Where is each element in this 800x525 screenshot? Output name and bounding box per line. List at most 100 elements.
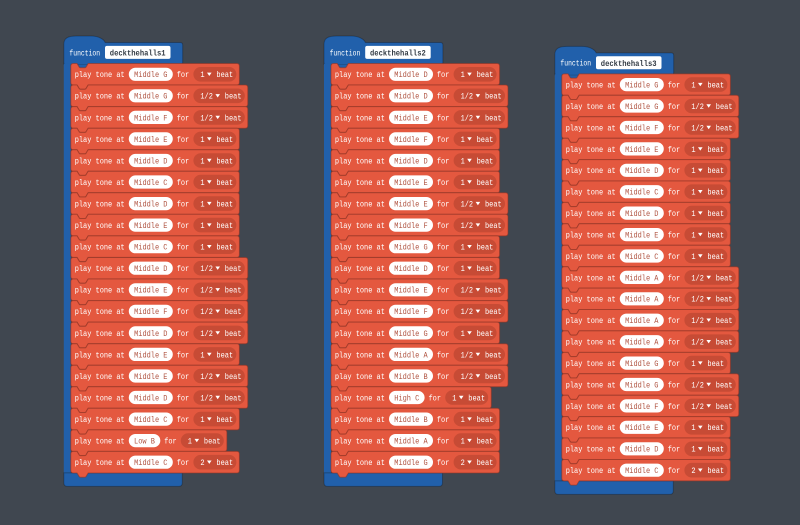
svg-text:Middle B: Middle B [394,372,427,382]
svg-text:1: 1 [461,437,465,447]
svg-text:Middle D: Middle D [625,445,658,455]
svg-text:Middle E: Middle E [134,372,167,382]
svg-text:for: for [177,264,190,274]
svg-text:Middle D: Middle D [394,92,427,102]
svg-text:Middle F: Middle F [625,123,658,133]
svg-text:play tone at: play tone at [566,166,616,176]
svg-text:for: for [668,423,681,433]
svg-text:for: for [437,264,450,274]
svg-text:play tone at: play tone at [335,178,385,188]
svg-text:beat: beat [485,307,502,317]
svg-text:play tone at: play tone at [566,295,616,305]
svg-text:1: 1 [691,209,695,219]
svg-text:beat: beat [477,70,494,80]
svg-text:play tone at: play tone at [566,273,616,283]
svg-text:1/2: 1/2 [461,307,474,317]
svg-text:deckthehalls2: deckthehalls2 [370,49,426,59]
svg-text:for: for [437,200,450,210]
svg-text:beat: beat [216,178,233,188]
svg-text:1: 1 [461,178,465,188]
svg-text:function: function [330,48,361,58]
svg-text:1/2: 1/2 [200,329,213,339]
svg-text:for: for [177,458,190,468]
svg-text:Middle F: Middle F [625,402,658,412]
svg-text:for: for [177,178,190,188]
svg-text:1: 1 [200,135,204,145]
svg-text:beat: beat [716,295,733,305]
svg-text:Middle F: Middle F [394,221,427,231]
svg-text:1/2: 1/2 [691,273,704,283]
svg-text:for: for [177,135,190,145]
svg-text:for: for [177,243,190,253]
svg-text:1: 1 [691,423,695,433]
svg-text:Middle D: Middle D [134,329,167,339]
svg-text:Middle C: Middle C [625,252,658,262]
svg-text:Middle E: Middle E [394,286,427,296]
svg-text:play tone at: play tone at [335,458,385,468]
svg-text:beat: beat [707,252,724,262]
svg-text:1/2: 1/2 [461,286,474,296]
svg-text:play tone at: play tone at [335,372,385,382]
svg-text:1: 1 [200,156,204,166]
svg-text:play tone at: play tone at [75,264,125,274]
svg-text:Middle D: Middle D [394,264,427,274]
svg-text:1: 1 [461,156,465,166]
svg-text:beat: beat [485,372,502,382]
svg-text:1/2: 1/2 [200,372,213,382]
svg-text:beat: beat [225,113,242,123]
svg-text:play tone at: play tone at [335,135,385,145]
svg-text:beat: beat [216,350,233,360]
svg-text:1: 1 [691,81,695,91]
svg-text:1/2: 1/2 [691,380,704,390]
svg-text:Middle F: Middle F [134,113,167,123]
svg-text:play tone at: play tone at [335,286,385,296]
svg-text:play tone at: play tone at [335,92,385,102]
svg-text:function: function [69,48,100,58]
svg-text:play tone at: play tone at [75,393,125,403]
svg-text:1/2: 1/2 [691,123,704,133]
svg-text:play tone at: play tone at [335,393,385,403]
svg-text:beat: beat [216,458,233,468]
svg-text:1: 1 [461,70,465,80]
svg-text:play tone at: play tone at [566,445,616,455]
svg-text:1/2: 1/2 [691,338,704,348]
svg-text:Middle A: Middle A [625,295,659,305]
svg-text:for: for [437,221,450,231]
svg-text:beat: beat [707,359,724,369]
svg-text:Middle E: Middle E [134,221,167,231]
svg-text:Middle C: Middle C [134,458,167,468]
svg-text:play tone at: play tone at [335,264,385,274]
svg-text:Middle A: Middle A [625,273,659,283]
svg-text:1/2: 1/2 [691,316,704,326]
svg-text:for: for [177,329,190,339]
svg-text:beat: beat [485,286,502,296]
svg-text:1/2: 1/2 [200,264,213,274]
svg-text:play tone at: play tone at [75,70,125,80]
svg-text:for: for [668,445,681,455]
svg-text:play tone at: play tone at [75,458,125,468]
svg-text:1/2: 1/2 [200,286,213,296]
svg-text:for: for [177,221,190,231]
svg-text:Middle F: Middle F [134,307,167,317]
svg-text:beat: beat [225,92,242,102]
svg-text:Middle E: Middle E [134,286,167,296]
svg-text:for: for [437,307,450,317]
svg-text:beat: beat [477,437,494,447]
svg-text:play tone at: play tone at [75,350,125,360]
svg-text:1: 1 [461,264,465,274]
svg-text:beat: beat [225,307,242,317]
svg-text:beat: beat [225,393,242,403]
svg-text:Middle A: Middle A [625,316,659,326]
svg-text:Middle A: Middle A [394,437,428,447]
svg-text:Middle A: Middle A [625,338,659,348]
svg-text:play tone at: play tone at [566,359,616,369]
svg-text:beat: beat [216,156,233,166]
svg-text:for: for [164,437,177,447]
svg-text:1: 1 [200,178,204,188]
svg-text:beat: beat [216,200,233,210]
svg-text:play tone at: play tone at [75,307,125,317]
svg-text:for: for [437,156,450,166]
svg-text:beat: beat [716,380,733,390]
svg-text:beat: beat [716,102,733,112]
svg-text:beat: beat [707,188,724,198]
